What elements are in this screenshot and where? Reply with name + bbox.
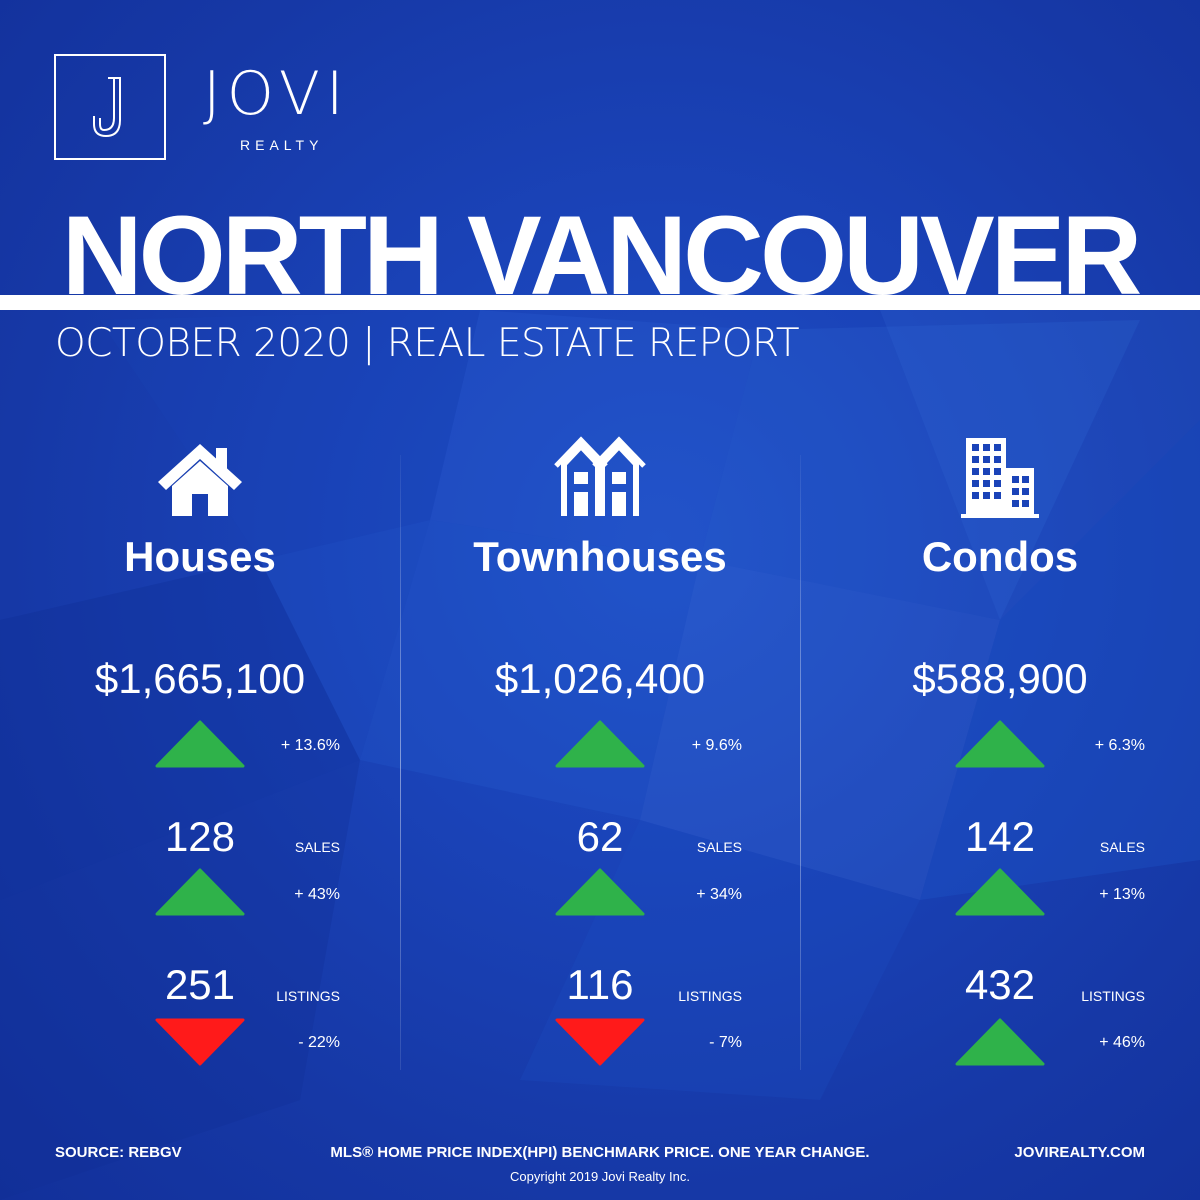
sales-count: 142	[964, 813, 1036, 860]
jovi-monogram-logo	[93, 77, 121, 138]
houses-column: Houses $1,665,100 + 13.6% 128 SALES + 43…	[0, 430, 400, 1080]
sales-label: SALES	[294, 839, 340, 855]
listings-label: LISTINGS	[1081, 988, 1145, 1004]
footer-note: MLS® HOME PRICE INDEX(HPI) BENCHMARK PRI…	[330, 1144, 870, 1161]
listings-count: 432	[964, 961, 1036, 1008]
page-title: NORTH VANCOUVER	[61, 193, 1143, 318]
price-change: + 13.6%	[280, 737, 340, 754]
listings-change: - 22%	[298, 1034, 340, 1051]
listings-change: - 7%	[709, 1034, 742, 1051]
down-arrow-icon	[155, 1018, 245, 1066]
down-arrow-icon	[555, 1018, 645, 1066]
copyright-notice: Copyright 2019 Jovi Realty Inc.	[510, 1169, 690, 1184]
listings-label: LISTINGS	[276, 988, 340, 1004]
footer-source: SOURCE: REBGV	[55, 1144, 182, 1161]
listings-change: + 46%	[1099, 1034, 1145, 1051]
price-change: + 6.3%	[1094, 737, 1145, 754]
report-subtitle: OCTOBER 2020 | REAL ESTATE REPORT	[55, 321, 800, 366]
townhouse-icon	[400, 430, 800, 520]
listings-count: 251	[164, 961, 236, 1008]
price-change: + 9.6%	[691, 737, 742, 754]
sales-count: 62	[576, 813, 624, 860]
listings-label: LISTINGS	[678, 988, 742, 1004]
up-arrow-icon	[555, 720, 645, 768]
column-divider	[800, 455, 801, 1070]
benchmark-price: $1,026,400	[494, 655, 706, 702]
brand-subtitle: REALTY	[240, 137, 324, 153]
category-name: Condos	[921, 533, 1079, 580]
up-arrow-icon	[555, 868, 645, 916]
column-divider	[400, 455, 401, 1070]
sales-label: SALES	[1099, 839, 1145, 855]
sales-change: + 34%	[696, 886, 742, 903]
benchmark-price: $1,665,100	[94, 655, 306, 702]
title-underline-bar	[0, 295, 1200, 310]
category-name: Houses	[124, 533, 276, 580]
sales-label: SALES	[696, 839, 742, 855]
up-arrow-icon	[955, 1018, 1045, 1066]
townhouses-column: Townhouses $1,026,400 + 9.6% 62 SALES + …	[400, 430, 800, 1080]
logo-mark	[54, 54, 166, 160]
up-arrow-icon	[155, 868, 245, 916]
sales-change: + 43%	[294, 886, 340, 903]
sales-count: 128	[164, 813, 236, 860]
brand-name: JOVI	[203, 59, 350, 129]
house-icon	[0, 430, 400, 520]
footer-website-link[interactable]: JOVIREALTY.COM	[1014, 1144, 1145, 1161]
condos-column: Condos $588,900 + 6.3% 142 SALES + 13% 4…	[800, 430, 1200, 1080]
up-arrow-icon	[955, 868, 1045, 916]
category-name: Townhouses	[473, 533, 727, 580]
up-arrow-icon	[155, 720, 245, 768]
condo-building-icon	[800, 430, 1200, 520]
listings-count: 116	[566, 961, 634, 1008]
sales-change: + 13%	[1099, 886, 1145, 903]
benchmark-price: $588,900	[912, 655, 1088, 702]
up-arrow-icon	[955, 720, 1045, 768]
